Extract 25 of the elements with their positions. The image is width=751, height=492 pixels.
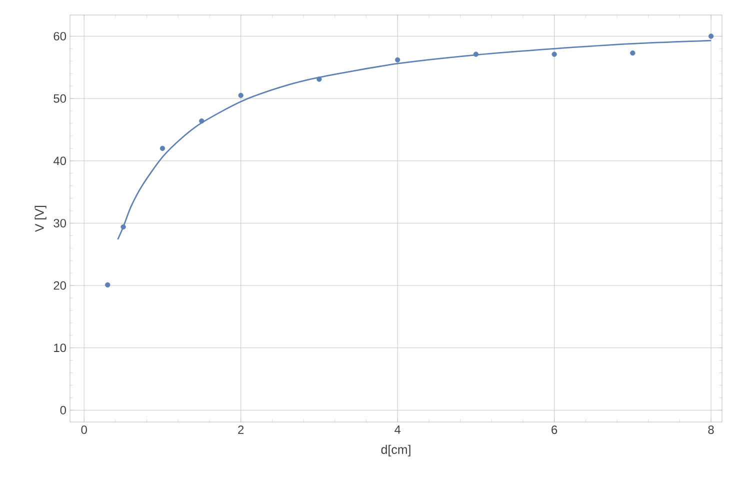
point: [473, 52, 479, 57]
y-tick-label: 20: [54, 281, 66, 290]
point: [708, 34, 714, 39]
point: [316, 76, 322, 82]
point: [120, 224, 126, 230]
point: [552, 52, 557, 57]
point: [105, 282, 110, 288]
x-tick-label: 0: [81, 426, 87, 434]
y-tick-label: 10: [54, 344, 66, 352]
y-tick-label: 0: [60, 406, 66, 414]
point: [199, 118, 204, 124]
point: [238, 92, 244, 98]
x-tick-label: 6: [552, 426, 558, 434]
y-tick-label: 60: [54, 32, 66, 40]
point: [160, 146, 166, 151]
x-tick-label: 8: [708, 426, 714, 434]
x-tick-label: 2: [238, 426, 244, 434]
y-axis-title: V [V]: [34, 206, 46, 232]
y-tick-label: 50: [54, 94, 66, 103]
y-tick-label: 30: [54, 218, 66, 228]
x-axis-title: d[cm]: [381, 444, 410, 456]
point: [394, 57, 400, 62]
x-tick-label: 4: [394, 426, 401, 434]
point: [630, 50, 636, 56]
y-tick-label: 40: [53, 156, 66, 166]
